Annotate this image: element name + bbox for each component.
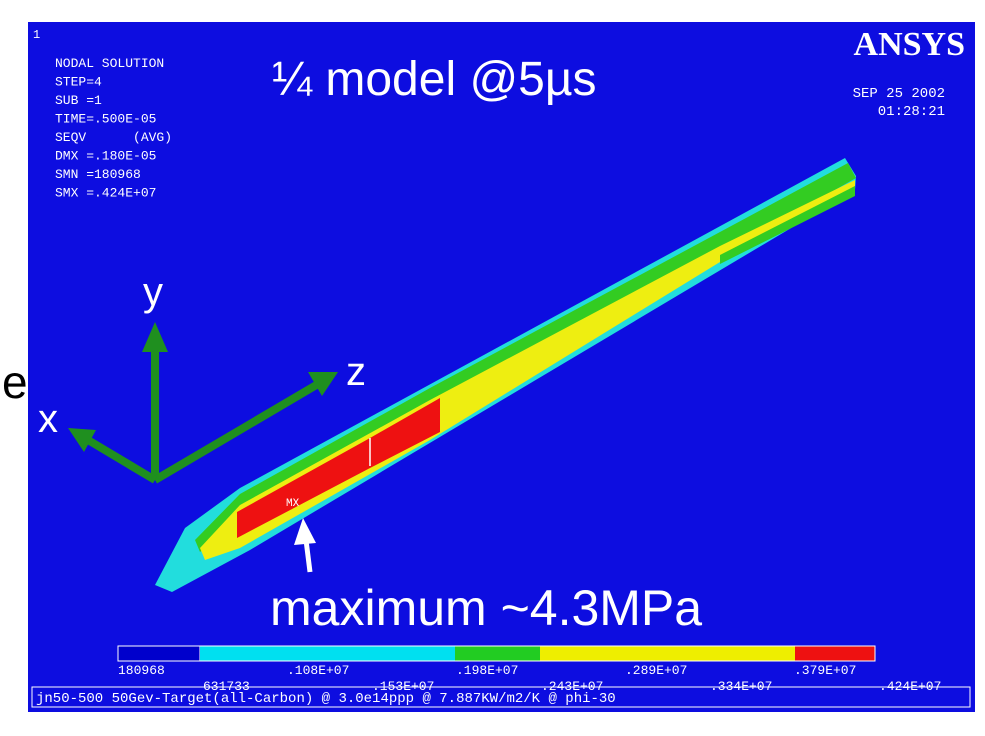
legend-label: 180968 — [118, 663, 165, 678]
screen: e 1 NODAL SOLUTION STEP=4 SUB =1 TIME=.500E… — [0, 0, 985, 736]
info-line: SEQV (AVG) — [55, 130, 172, 145]
frame-number: 1 — [33, 28, 40, 42]
y-label: y — [143, 270, 163, 314]
color-bar — [118, 646, 875, 661]
legend-label: .108E+07 — [287, 663, 349, 678]
legend-label: .379E+07 — [794, 663, 856, 678]
band — [118, 646, 200, 661]
legend-label: .289E+07 — [625, 663, 687, 678]
band — [795, 646, 875, 661]
edge-text: e — [2, 356, 28, 408]
info-line: NODAL SOLUTION — [55, 56, 164, 71]
legend-label: .198E+07 — [456, 663, 518, 678]
max-marker: MX — [286, 498, 300, 510]
band — [540, 646, 795, 661]
annotation: maximum ~4.3MPa — [270, 580, 702, 636]
z-label: z — [346, 350, 366, 394]
info-line: STEP=4 — [55, 75, 102, 90]
info-line: SMX =.424E+07 — [55, 186, 156, 201]
title: ¼ model @5µs — [272, 53, 597, 106]
info-line: TIME=.500E-05 — [55, 112, 156, 127]
info-line: SUB =1 — [55, 93, 102, 108]
logo: ANSYS — [854, 26, 965, 63]
band — [455, 646, 540, 661]
band — [200, 646, 455, 661]
info-line: DMX =.180E-05 — [55, 149, 156, 164]
info-line: SMN =180968 — [55, 167, 141, 182]
x-label: x — [38, 397, 58, 441]
date: SEP 25 2002 — [853, 86, 945, 102]
footer: jn50-500 50Gev-Target(all-Carbon) @ 3.0e… — [36, 691, 616, 707]
time: 01:28:21 — [878, 104, 945, 120]
